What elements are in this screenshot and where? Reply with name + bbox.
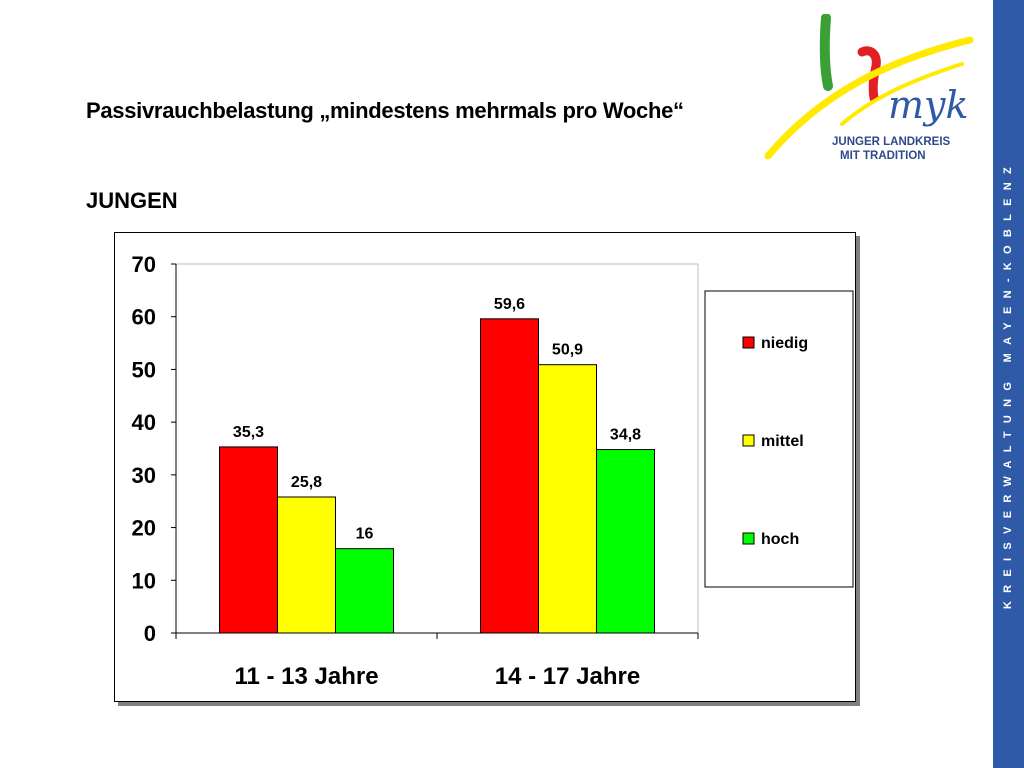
legend-label-niedig: niedig <box>761 335 808 352</box>
logo-mark: myk <box>888 83 969 127</box>
y-tick-label: 70 <box>132 252 156 277</box>
bar-hoch-2 <box>596 449 655 634</box>
logo-text-line1: JUNGER LANDKREIS <box>832 136 951 148</box>
legend-swatch-hoch <box>742 532 755 545</box>
y-tick-label: 30 <box>132 463 156 488</box>
chart: 0 10 20 30 40 50 60 70 35,3 25,8 16 11 - 13 Jahre 59… <box>114 232 862 708</box>
y-tick-label: 50 <box>132 357 156 382</box>
page-title: Passivrauchbelastung „mindestens mehrmal… <box>86 98 684 123</box>
legend-swatch-niedig <box>742 336 755 349</box>
x-category-label: 14 - 17 Jahre <box>495 663 640 690</box>
data-label: 34,8 <box>610 427 641 444</box>
x-category-label: 11 - 13 Jahre <box>234 663 378 690</box>
data-label: 25,8 <box>291 474 322 491</box>
data-label: 35,3 <box>233 424 264 441</box>
side-band-text: KREISVERWALTUNG MAYEN-KOBLENZ <box>1002 158 1014 610</box>
side-band <box>993 0 1024 768</box>
page-subtitle: JUNGEN <box>86 188 178 213</box>
y-tick-label: 40 <box>132 410 156 435</box>
y-tick-label: 10 <box>132 568 156 593</box>
data-label: 16 <box>356 526 374 543</box>
bar-hoch-1 <box>335 548 394 634</box>
y-tick-label: 60 <box>132 305 156 330</box>
logo-text-line2: MIT TRADITION <box>840 150 926 162</box>
y-tick-label: 0 <box>144 621 156 646</box>
bar-mittel-2 <box>538 364 597 634</box>
bar-niedig-2 <box>480 318 539 634</box>
data-label: 50,9 <box>552 342 583 359</box>
legend-box <box>704 290 854 588</box>
y-tick-label: 20 <box>132 516 156 541</box>
bar-chart: 0 10 20 30 40 50 60 70 35,3 25,8 16 11 - 13 Jahre 59… <box>114 232 860 706</box>
myk-logo: myk JUNGER LANDKREIS MIT TRADITION <box>764 14 974 162</box>
legend-swatch-mittel <box>742 434 755 447</box>
data-label: 59,6 <box>494 296 525 313</box>
bar-mittel-1 <box>277 496 336 634</box>
legend-label-mittel: mittel <box>761 433 804 450</box>
bar-niedig-1 <box>219 446 278 634</box>
legend-label-hoch: hoch <box>761 531 799 548</box>
